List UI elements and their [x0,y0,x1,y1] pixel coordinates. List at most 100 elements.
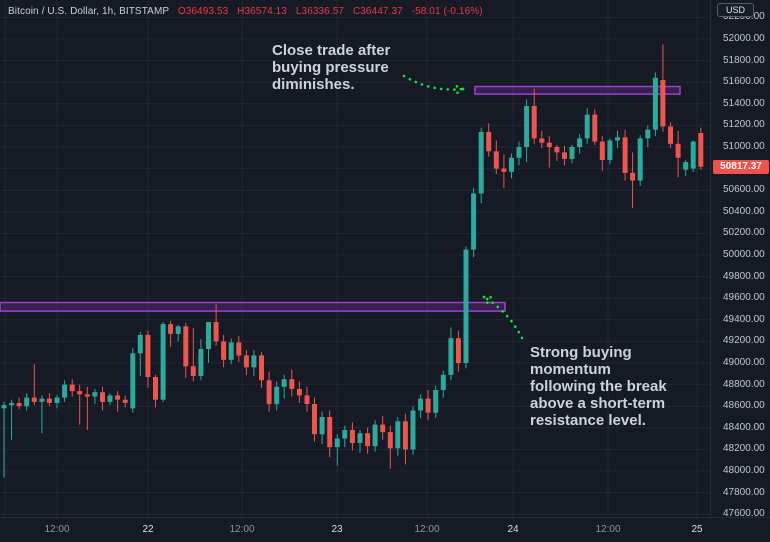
price-tick: 52000.00 [723,33,765,44]
candle [433,385,439,419]
candle [440,370,446,398]
candle [327,410,333,457]
candle [62,380,68,402]
price-tick: 51000.00 [723,141,765,152]
price-tick: 47800.00 [723,486,765,498]
candle [486,123,492,157]
last-price-label: 50817.37 [713,159,769,174]
candle [190,327,196,382]
candle [69,379,75,397]
candle [425,390,431,421]
breakout-arrow-head [482,295,497,299]
candle [349,422,355,451]
candle [9,399,15,440]
candle [304,386,310,412]
candle [16,397,22,410]
candle [539,130,545,149]
candle [1,401,7,478]
price-tick: 49400.00 [723,313,765,325]
price-tick: 48000.00 [723,465,765,476]
symbol-header[interactable]: Bitcoin / U.S. Dollar, 1h, BITSTAMP O364… [8,6,483,17]
exit-arrow-head [452,87,465,97]
candle [221,334,227,368]
annotation-strong-buying[interactable]: Strong buying momentum following the bre… [530,344,667,429]
candle [592,109,598,145]
time-tick-1200: 12:00 [595,524,621,535]
candle [198,339,204,381]
candle [92,388,98,404]
candle [77,384,83,425]
candle [637,135,643,186]
time-tick-22: 22 [142,524,154,535]
candle [622,129,628,181]
candle [471,188,477,258]
price-tick: 48200.00 [723,443,765,455]
price-tick: 50400.00 [723,205,765,217]
resistance-zone[interactable] [0,301,506,312]
ohlc-close: C36447.37 [352,6,403,17]
candle [410,406,416,455]
candle [289,369,295,397]
candle [501,154,507,188]
candle [531,88,537,144]
time-axis[interactable]: 12:00 22 12:00 23 12:00 24 12:00 25 [0,517,770,542]
candle [122,395,128,408]
time-tick-23: 23 [331,524,343,535]
candle [418,394,424,419]
ohlc-high: H36574.13 [237,6,287,17]
candle [668,122,673,149]
candle [463,246,469,369]
ohlc-open: O36493.53 [177,6,229,17]
currency-toggle-button[interactable]: USD [717,3,755,17]
price-axis[interactable]: USD 47600.00 47800.00 48000.00 48200.00 4840… [710,0,770,520]
candle [562,145,567,166]
time-tick-24: 24 [507,524,519,535]
candle [137,331,143,376]
ohlc-low: L36336.57 [295,6,345,17]
time-tick-1200: 12:00 [229,524,255,535]
price-tick: 50600.00 [723,184,765,196]
time-tick-1200: 12:00 [414,524,440,535]
candle [54,395,60,409]
price-tick: 49600.00 [723,292,765,304]
candle [251,350,257,376]
price-tick: 51800.00 [723,54,765,66]
candle [168,320,174,347]
candle [546,136,552,168]
exit-arrow[interactable] [402,74,465,91]
candle [312,397,317,442]
candle [130,347,136,413]
breakout-arrow-head [482,295,491,308]
price-tick: 49200.00 [723,335,765,347]
candle [228,338,234,365]
candle [175,325,181,342]
candle [690,140,696,172]
candle [380,415,386,440]
price-tick: 51600.00 [723,76,765,88]
price-tick: 50200.00 [723,227,765,239]
candle [652,72,658,137]
candle [509,153,514,179]
candle [524,99,530,163]
price-tick: 47600.00 [723,508,765,520]
candle [387,425,393,469]
candle [569,144,575,164]
breakout-arrow[interactable] [482,295,524,340]
exit-arrow-head [451,83,465,91]
candle [107,393,113,406]
exit-zone[interactable] [474,85,681,95]
price-tick: 49800.00 [723,270,765,282]
candle [615,130,620,149]
candle [645,125,651,147]
candle [493,140,499,174]
candle [183,323,189,379]
annotation-close-trade[interactable]: Close trade after buying pressure dimini… [272,42,391,93]
candle [274,381,280,411]
candle [266,371,272,412]
candle [206,322,211,363]
candle [630,152,636,208]
candle [259,352,264,388]
candle [115,391,121,412]
